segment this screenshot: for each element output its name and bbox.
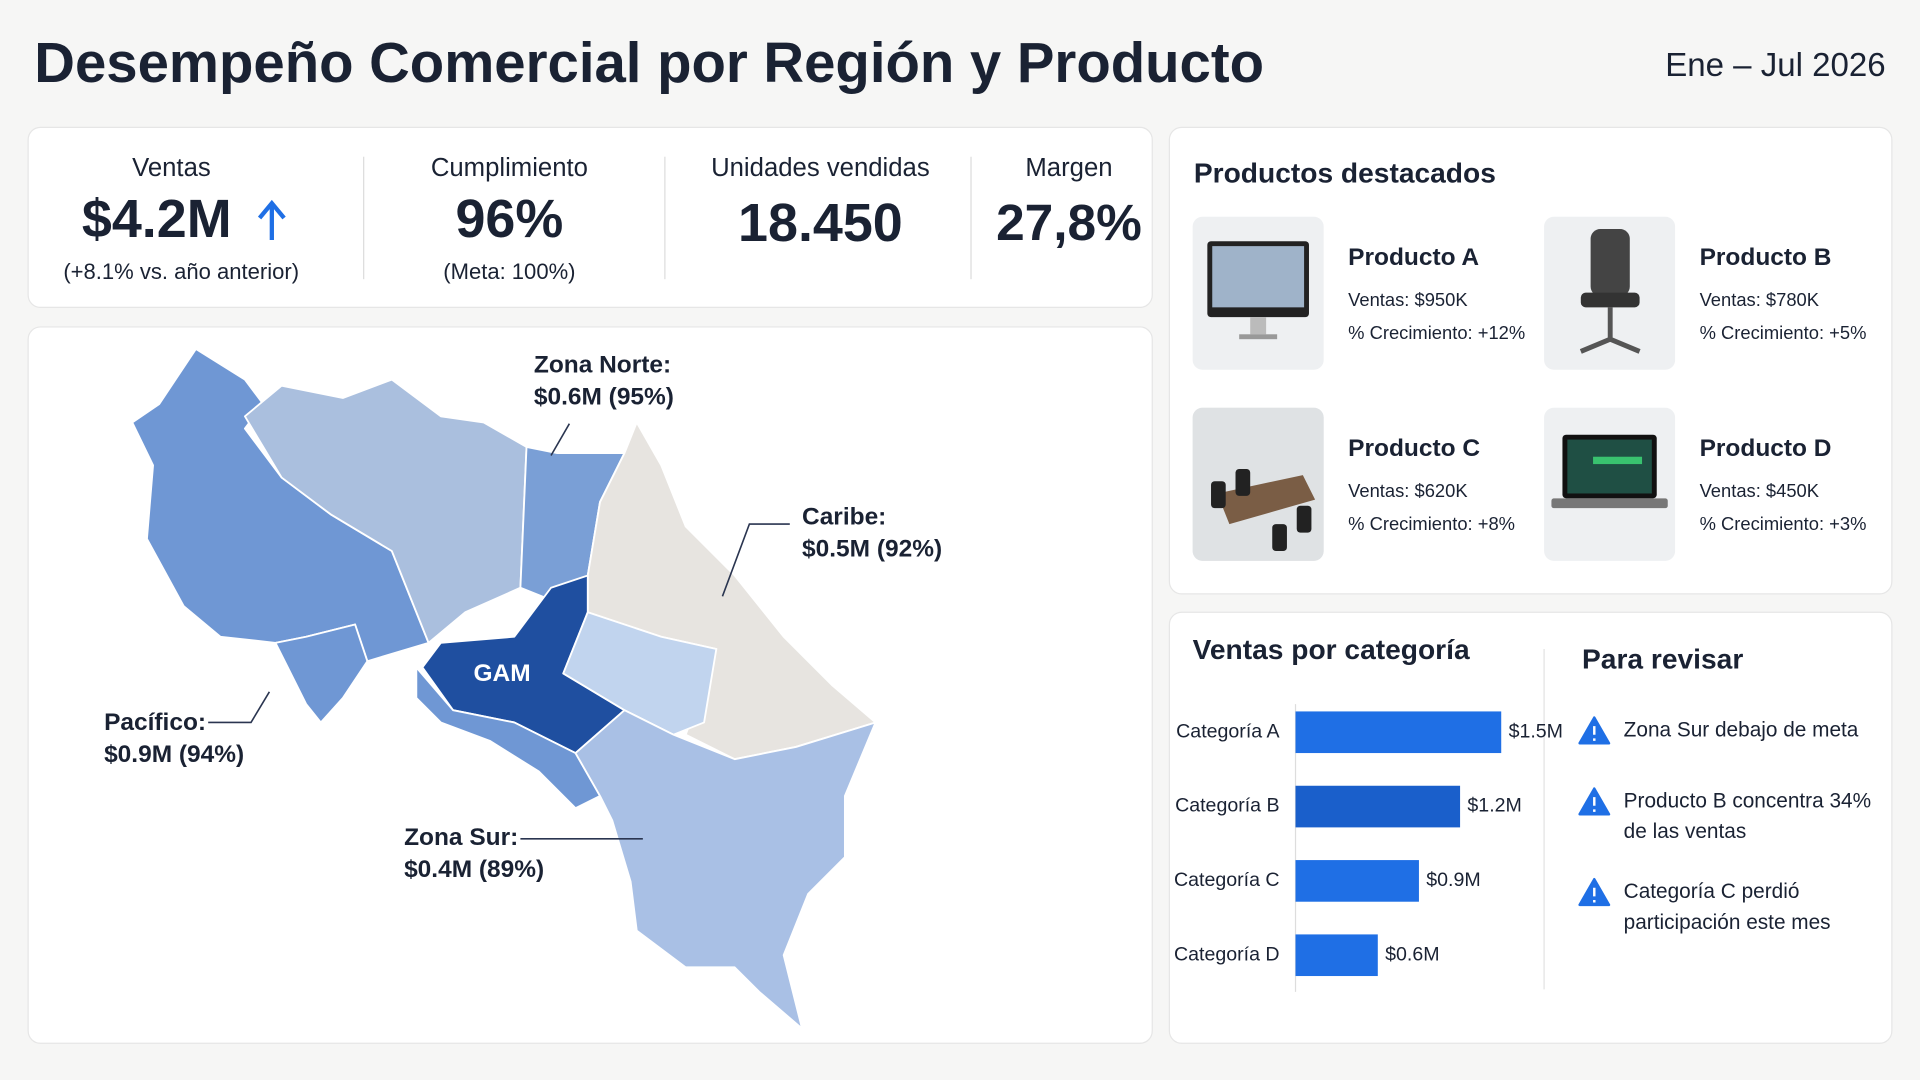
category-label: Categoría A xyxy=(1176,720,1280,742)
product-name: Producto C xyxy=(1348,435,1480,462)
review-text: de las ventas xyxy=(1624,820,1747,843)
products-card xyxy=(1168,126,1893,595)
section-title: Para revisar xyxy=(1582,644,1743,675)
bar xyxy=(1295,711,1502,754)
value-label: $1.2M xyxy=(1467,795,1521,817)
product-sales: Ventas: $450K xyxy=(1700,480,1820,501)
region-value: $0.5M (92%) xyxy=(802,535,942,562)
product-growth: % Crecimiento: +12% xyxy=(1348,322,1525,343)
kpi-value: $4.2M xyxy=(82,189,232,249)
icon-part xyxy=(1272,524,1287,552)
region-name: Pacífico: xyxy=(104,709,206,736)
category-label: Categoría B xyxy=(1175,795,1279,817)
product-growth: % Crecimiento: +5% xyxy=(1700,322,1867,343)
bottom-card xyxy=(1168,611,1893,1044)
review-list: Zona Sur debajo de meta Producto B concen… xyxy=(1578,716,1871,934)
bar xyxy=(1295,934,1378,977)
product-sales: Ventas: $950K xyxy=(1348,289,1468,310)
kpi-label: Unidades vendidas xyxy=(711,154,930,182)
region-name: Zona Sur: xyxy=(404,824,518,851)
icon-part xyxy=(1211,481,1226,509)
region-name: Caribe: xyxy=(802,503,886,530)
kpi-note: (Meta: 100%) xyxy=(443,259,575,284)
title: Desempeño Comercial por Región y Product… xyxy=(34,31,1264,94)
icon-part xyxy=(1239,334,1278,340)
kpi-note: (+8.1% vs. año anterior) xyxy=(63,259,299,284)
icon-part xyxy=(1580,292,1640,308)
kpi-dividers xyxy=(363,156,972,280)
category-label: Categoría C xyxy=(1174,869,1280,891)
icon-part xyxy=(1567,439,1652,494)
product-growth: % Crecimiento: +8% xyxy=(1348,513,1515,534)
region-value: $0.4M (89%) xyxy=(404,856,544,883)
gam-label: GAM xyxy=(473,660,530,687)
icon-part xyxy=(1217,475,1316,525)
review-text: Producto B concentra 34% xyxy=(1624,790,1871,813)
review-text: participación este mes xyxy=(1624,911,1831,934)
product-grid: Producto A Ventas: $950K % Crecimiento: +1… xyxy=(1192,216,1867,561)
product-growth: % Crecimiento: +3% xyxy=(1700,513,1867,534)
product-icon xyxy=(1579,228,1641,354)
icon-part xyxy=(1593,456,1643,465)
section-title: Ventas por categoría xyxy=(1193,634,1470,665)
kpi-value: 96% xyxy=(455,189,563,249)
kpi-label: Margen xyxy=(1025,154,1112,182)
product-sales: Ventas: $620K xyxy=(1348,480,1468,501)
icon-part xyxy=(1212,246,1305,308)
bar xyxy=(1295,785,1461,828)
region-value: $0.9M (94%) xyxy=(104,741,244,768)
product-name: Producto A xyxy=(1348,244,1479,271)
icon-part xyxy=(1590,228,1630,297)
kpi-value: 27,8% xyxy=(996,193,1142,251)
bar-chart: Categoría A $1.5M Categoría B $1.2M Categorí… xyxy=(1174,711,1563,977)
product-name: Producto B xyxy=(1700,244,1832,271)
product-icon xyxy=(1551,434,1668,509)
icon-part xyxy=(1250,317,1267,335)
value-label: $1.5M xyxy=(1509,720,1563,742)
product-icon xyxy=(1207,241,1309,340)
review-text: Categoría C perdió xyxy=(1624,880,1800,903)
bar xyxy=(1295,860,1419,902)
section-title: Productos destacados xyxy=(1194,158,1496,189)
icon-part xyxy=(1235,468,1251,496)
region-name: Zona Norte: xyxy=(534,352,671,379)
kpi-label: Ventas xyxy=(132,154,211,182)
product-sales: Ventas: $780K xyxy=(1700,289,1820,310)
region-value: $0.6M (95%) xyxy=(534,383,674,410)
product-name: Producto D xyxy=(1700,435,1832,462)
period: Ene – Jul 2026 xyxy=(1665,47,1885,84)
category-label: Categoría D xyxy=(1174,943,1280,965)
value-label: $0.9M xyxy=(1426,869,1480,891)
kpi-value: 18.450 xyxy=(738,193,903,253)
kpi-label: Cumplimiento xyxy=(431,154,588,182)
review-text: Zona Sur debajo de meta xyxy=(1624,719,1859,742)
icon-part xyxy=(1296,505,1312,533)
kpi-card xyxy=(27,126,1153,308)
leader-lines xyxy=(208,423,790,840)
map xyxy=(131,348,877,1030)
up-arrow xyxy=(257,199,286,240)
icon-part xyxy=(1192,407,1324,561)
icon-part xyxy=(1579,307,1641,354)
icon-part xyxy=(1551,498,1668,509)
value-label: $0.6M xyxy=(1385,943,1439,965)
product-icon xyxy=(1192,407,1324,561)
